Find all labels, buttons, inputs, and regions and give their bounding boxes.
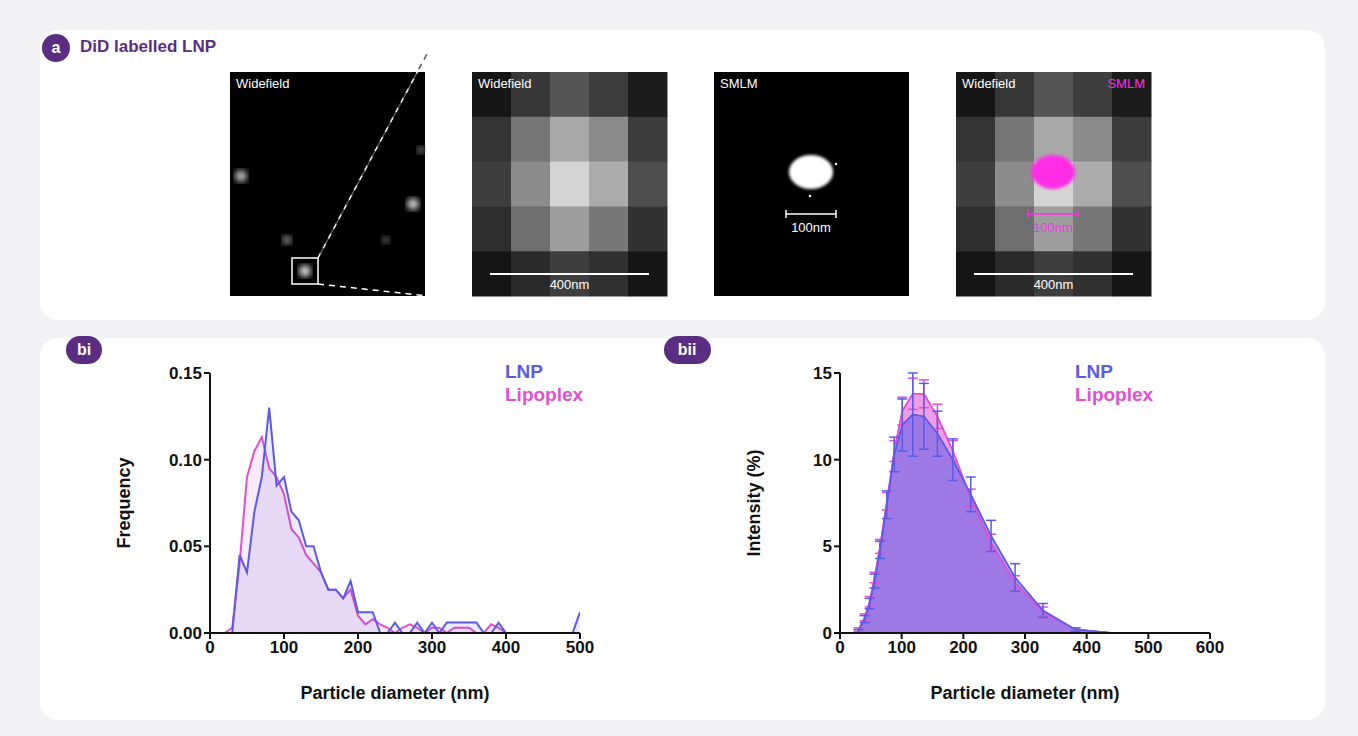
svg-text:10: 10 — [813, 451, 832, 470]
svg-text:Particle diameter (nm): Particle diameter (nm) — [300, 683, 489, 703]
html-text:bi: bi — [76, 341, 92, 358]
svg-text:0: 0 — [835, 638, 844, 657]
svg-text:400: 400 — [1072, 638, 1100, 657]
html-text:LNP: LNP — [1075, 361, 1113, 382]
svg-text:Frequency: Frequency — [114, 457, 134, 548]
svg-text:500: 500 — [1134, 638, 1162, 657]
svg-text:Particle diameter (nm): Particle diameter (nm) — [930, 683, 1119, 703]
svg-text:Widefield: Widefield — [962, 76, 1015, 91]
svg-text:200: 200 — [344, 638, 372, 657]
svg-text:15: 15 — [813, 364, 832, 383]
svg-text:300: 300 — [418, 638, 446, 657]
svg-text:0.10: 0.10 — [169, 451, 202, 470]
svg-text:0: 0 — [823, 624, 832, 643]
html-text:LNP: LNP — [505, 361, 543, 382]
svg-text:200: 200 — [949, 638, 977, 657]
svg-text:400nm: 400nm — [1034, 277, 1074, 292]
svg-text:0: 0 — [205, 638, 214, 657]
svg-text:5: 5 — [823, 537, 832, 556]
svg-text:600: 600 — [1196, 638, 1224, 657]
svg-text:0.15: 0.15 — [169, 364, 202, 383]
svg-text:100nm: 100nm — [791, 220, 831, 235]
svg-text:SMLM: SMLM — [1107, 76, 1145, 91]
svg-text:400: 400 — [492, 638, 520, 657]
svg-text:Widefield: Widefield — [478, 76, 531, 91]
html-text:Lipoplex: Lipoplex — [1075, 384, 1154, 405]
svg-text:100nm: 100nm — [1033, 220, 1073, 235]
svg-text:100: 100 — [887, 638, 915, 657]
svg-text:0.05: 0.05 — [169, 537, 202, 556]
svg-text:0.00: 0.00 — [169, 624, 202, 643]
svg-text:100: 100 — [270, 638, 298, 657]
svg-text:Intensity (%): Intensity (%) — [744, 449, 764, 556]
svg-text:SMLM: SMLM — [720, 76, 758, 91]
svg-text:500: 500 — [566, 638, 594, 657]
html-text:Lipoplex: Lipoplex — [505, 384, 584, 405]
svg-text:Widefield: Widefield — [236, 76, 289, 91]
html-text:bii: bii — [677, 341, 697, 358]
svg-text:400nm: 400nm — [550, 277, 590, 292]
svg-text:300: 300 — [1011, 638, 1039, 657]
html-text:DiD labelled LNP: DiD labelled LNP — [80, 37, 216, 56]
html-text:a: a — [51, 39, 61, 56]
